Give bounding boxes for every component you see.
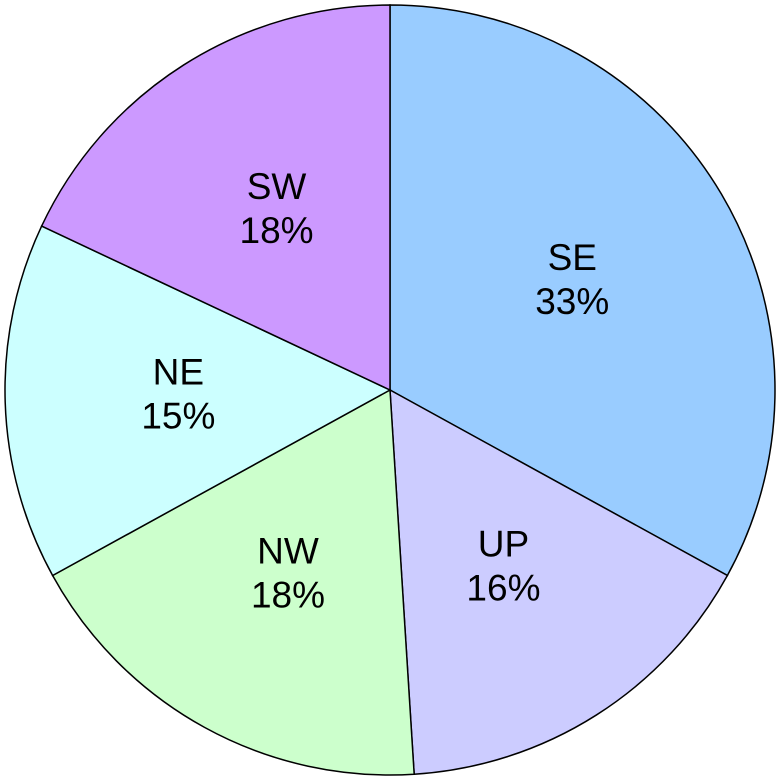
pie-slice (389, 4, 776, 577)
slice-value-label: 18% (251, 574, 325, 615)
slice-label: UP (478, 524, 529, 565)
slice-value-label: 33% (535, 281, 609, 322)
slice-label: NE (153, 351, 204, 392)
pie-slice (389, 388, 729, 776)
slice-value-label: 18% (240, 210, 314, 251)
slice-label: SE (548, 237, 597, 278)
slice-value-label: 15% (141, 395, 215, 436)
slice-value-label: 16% (466, 568, 540, 609)
slice-label: NW (257, 530, 319, 571)
pie-slice (4, 225, 392, 577)
pie-slice (40, 4, 391, 392)
pie-slice (51, 388, 415, 776)
slice-label: SW (247, 166, 307, 207)
